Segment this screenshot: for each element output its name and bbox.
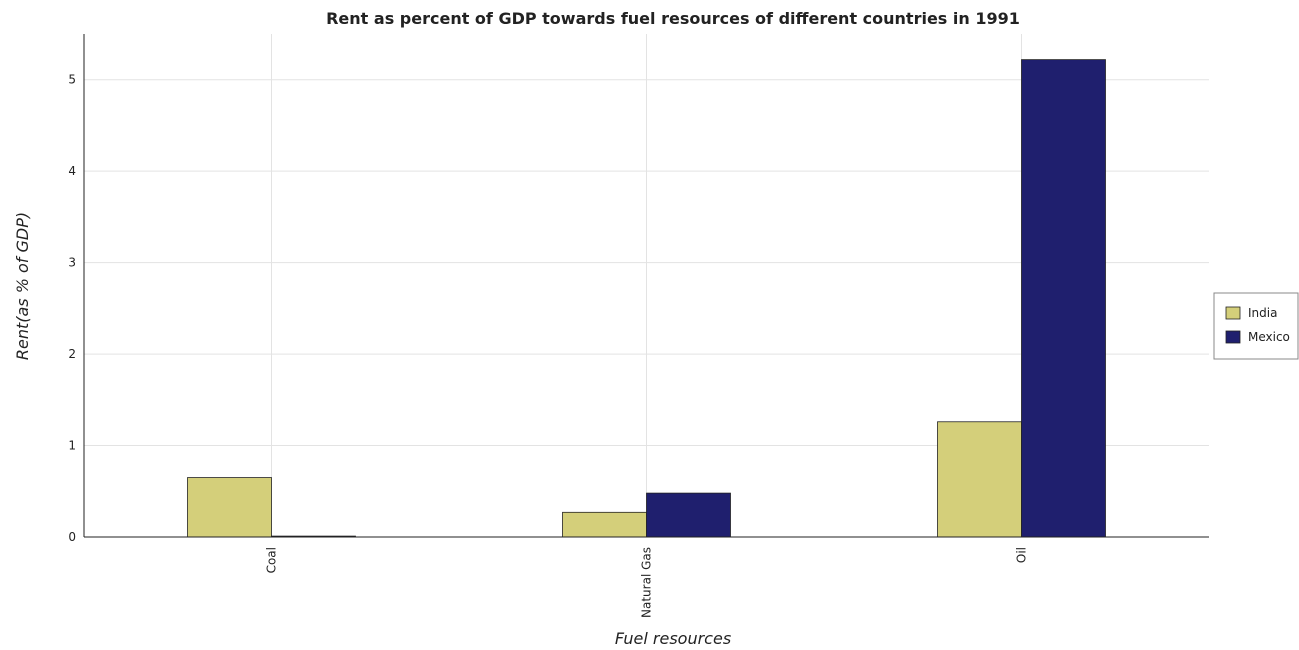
y-tick-label: 4 <box>68 164 76 178</box>
y-tick-label: 1 <box>68 439 76 453</box>
legend-label-india: India <box>1248 306 1277 320</box>
axes <box>83 34 1209 538</box>
bars <box>187 59 1106 538</box>
y-tick-labels: 0 1 2 3 4 5 <box>68 73 76 544</box>
y-tick-label: 5 <box>68 73 76 87</box>
x-axis-label: Fuel resources <box>615 629 731 648</box>
legend: India Mexico <box>1213 292 1299 360</box>
y-tick-label: 0 <box>68 530 76 544</box>
bar-india-oil <box>937 421 1022 538</box>
legend-label-mexico: Mexico <box>1248 330 1290 344</box>
y-tick-label: 3 <box>68 256 76 270</box>
chart-title: Rent as percent of GDP towards fuel reso… <box>326 9 1020 28</box>
y-tick-label: 2 <box>68 347 76 361</box>
bar-mexico-natural-gas <box>646 492 731 538</box>
x-tick-label: Coal <box>265 547 279 573</box>
legend-swatch-mexico <box>1225 330 1241 344</box>
y-axis-label: Rent(as % of GDP) <box>13 212 32 360</box>
bar-india-natural-gas <box>562 511 647 538</box>
bar-mexico-oil <box>1021 59 1106 538</box>
legend-swatch-india <box>1225 306 1241 320</box>
x-tick-label: Natural Gas <box>640 547 654 618</box>
x-tick-labels: Coal Natural Gas Oil <box>265 547 1029 618</box>
legend-box <box>1213 292 1299 360</box>
bar-india-coal <box>187 477 272 538</box>
x-tick-label: Oil <box>1015 547 1029 563</box>
